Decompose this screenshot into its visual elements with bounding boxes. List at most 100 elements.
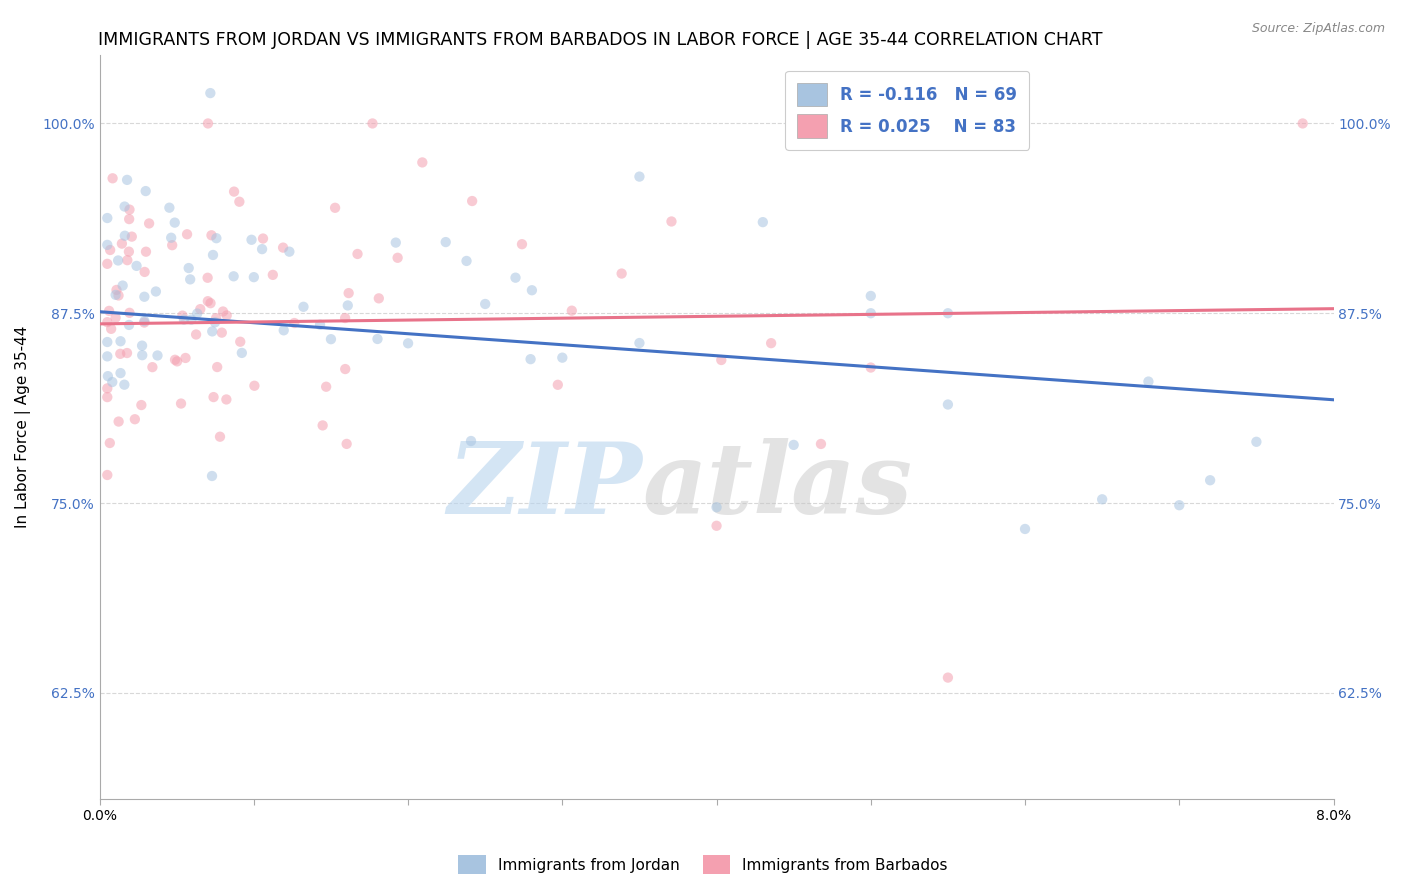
Point [283, 316, 305, 330]
Point [200, 296, 222, 310]
Point [107, 415, 129, 429]
Point [561, 303, 583, 318]
Point [101, 171, 124, 186]
Point [337, 286, 360, 301]
Point [240, 233, 263, 247]
Y-axis label: In Labor Force | Age 35-44: In Labor Force | Age 35-44 [15, 326, 31, 528]
Point [202, 390, 225, 404]
Point [177, 261, 200, 276]
Point [222, 269, 245, 284]
Point [215, 309, 238, 323]
Point [107, 253, 129, 268]
Point [135, 244, 157, 259]
Point [125, 259, 148, 273]
Point [1014, 522, 1036, 536]
Point [229, 334, 252, 349]
Point [117, 253, 139, 268]
Point [96, 350, 118, 364]
Point [197, 294, 219, 309]
Point [315, 380, 337, 394]
Point [104, 288, 127, 302]
Point [115, 346, 138, 360]
Point [292, 300, 315, 314]
Point [111, 278, 134, 293]
Point [510, 237, 533, 252]
Point [201, 248, 224, 262]
Point [752, 215, 775, 229]
Point [319, 332, 342, 346]
Point [211, 326, 233, 340]
Point [610, 267, 633, 281]
Point [104, 310, 127, 325]
Point [141, 360, 163, 375]
Point [186, 307, 208, 321]
Point [346, 247, 368, 261]
Point [243, 378, 266, 392]
Legend: Immigrants from Jordan, Immigrants from Barbados: Immigrants from Jordan, Immigrants from … [453, 849, 953, 880]
Point [96, 468, 118, 483]
Point [461, 194, 484, 208]
Point [271, 241, 294, 255]
Point [551, 351, 574, 365]
Point [1246, 434, 1268, 449]
Point [434, 235, 457, 249]
Point [628, 169, 651, 184]
Point [98, 243, 121, 257]
Point [172, 309, 194, 323]
Point [456, 254, 478, 268]
Point [170, 396, 193, 410]
Point [706, 500, 728, 515]
Point [105, 283, 128, 297]
Point [179, 272, 201, 286]
Point [114, 228, 136, 243]
Point [166, 354, 188, 368]
Point [96, 211, 118, 225]
Point [460, 434, 482, 448]
Point [135, 184, 157, 198]
Point [505, 270, 527, 285]
Point [706, 518, 728, 533]
Point [111, 236, 134, 251]
Point [157, 201, 180, 215]
Point [205, 231, 228, 245]
Point [96, 334, 118, 349]
Point [936, 397, 959, 411]
Point [936, 671, 959, 685]
Point [252, 231, 274, 245]
Point [96, 390, 118, 404]
Point [96, 315, 118, 329]
Point [859, 306, 882, 320]
Point [176, 227, 198, 242]
Legend: R = -0.116   N = 69, R = 0.025    N = 83: R = -0.116 N = 69, R = 0.025 N = 83 [786, 70, 1029, 150]
Point [367, 291, 389, 305]
Point [311, 418, 333, 433]
Point [205, 311, 228, 326]
Point [1168, 498, 1191, 512]
Point [173, 312, 195, 326]
Point [273, 323, 295, 337]
Point [200, 228, 222, 243]
Point [188, 302, 211, 317]
Point [1292, 116, 1315, 130]
Point [759, 336, 782, 351]
Point [131, 348, 153, 362]
Point [96, 381, 118, 395]
Point [124, 412, 146, 426]
Point [333, 311, 356, 326]
Point [101, 375, 124, 389]
Point [118, 306, 141, 320]
Point [98, 304, 121, 318]
Point [859, 360, 882, 375]
Point [520, 283, 543, 297]
Point [112, 377, 135, 392]
Point [387, 251, 409, 265]
Point [710, 353, 733, 368]
Point [204, 315, 226, 329]
Point [160, 231, 183, 245]
Point [519, 352, 541, 367]
Point [208, 430, 231, 444]
Point [411, 155, 433, 169]
Point [782, 438, 804, 452]
Point [205, 359, 228, 374]
Point [197, 116, 219, 130]
